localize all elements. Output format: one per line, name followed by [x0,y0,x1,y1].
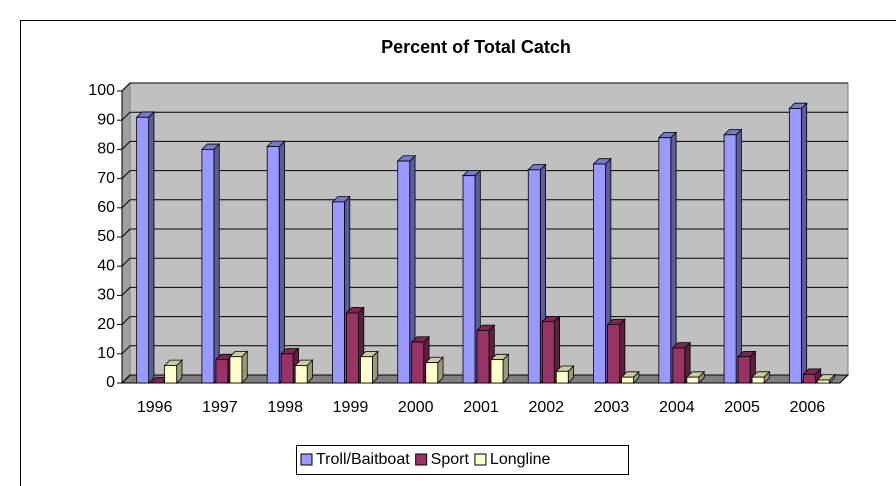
grid-line [121,170,131,179]
grid-line [121,141,131,150]
grid-line [121,374,131,384]
bar [164,365,178,384]
x-tick-label: 2006 [790,399,826,416]
x-tick-label: 1997 [202,399,238,416]
bar [737,356,751,384]
legend-swatch [300,453,313,466]
x-tick-label: 1999 [333,399,369,416]
bar [788,108,802,384]
bar-side [278,140,285,384]
x-tick-label: 2004 [659,399,695,416]
x-tick-label: 2002 [528,399,564,416]
bar [527,169,541,384]
bar-side [800,102,808,384]
y-tick-label: 0 [106,374,115,391]
y-tick-label: 80 [97,141,115,158]
grid-line [121,82,131,92]
bar [593,163,606,384]
bar [607,324,620,384]
bar [686,376,700,384]
bar [723,134,737,384]
grid-line [121,199,131,209]
x-tick-label: 1998 [267,399,303,416]
bar [476,330,490,384]
bar [658,137,672,384]
grid-line [121,316,131,325]
y-tick-label: 40 [97,257,115,274]
legend-swatch [474,453,487,466]
bar [346,312,359,384]
bar-side [619,318,626,384]
y-tick-label: 20 [97,316,115,333]
bar [621,376,634,384]
bar [229,356,243,384]
bar [332,201,345,384]
grid-line [121,228,131,238]
x-tick-label: 2000 [398,399,434,416]
bar [397,160,411,384]
grid-line [121,257,131,267]
bar [360,356,373,384]
legend-label: Longline [490,451,551,468]
bar [541,321,555,384]
legend-box [296,445,629,475]
bar-side [735,128,742,384]
x-tick-label: 2005 [724,399,760,416]
bar [136,116,150,384]
plot-area: 0 10 20 30 40 50 60 70 80 90 100 1996 1997 1998 1999 20… [88,81,850,416]
bar [266,146,280,384]
bar [215,359,229,384]
bar [555,370,569,384]
bar [425,362,439,384]
grid-line [121,111,131,121]
bar [280,353,294,384]
x-tick-label: 2001 [463,399,499,416]
bar [802,373,816,384]
grid-line [121,345,131,355]
bar [462,175,476,384]
y-tick-label: 100 [88,82,115,99]
bar-side [148,110,155,384]
y-tick-label: 30 [97,287,115,304]
bar [201,148,215,384]
bar-side [213,143,220,384]
bar [816,379,830,384]
y-tick-label: 60 [97,199,115,216]
legend-label: Sport [431,451,470,468]
legend-label: Troll/Baitboat [316,451,410,468]
legend-swatch [415,453,428,466]
bar [751,376,765,384]
x-tick-label: 1996 [137,399,173,416]
bar [411,341,425,384]
legend: Troll/Baitboat Sport Longline [296,445,629,475]
x-tick-label: 2003 [594,399,630,416]
y-tick-label: 90 [97,111,115,128]
grid-line [121,287,131,296]
chart-title: Percent of Total Catch [381,37,571,57]
y-tick-label: 10 [97,345,115,362]
bar [490,359,504,384]
y-tick-label: 50 [97,228,115,245]
y-tick-label: 70 [97,170,115,187]
bar [294,365,308,384]
bar [672,347,686,384]
